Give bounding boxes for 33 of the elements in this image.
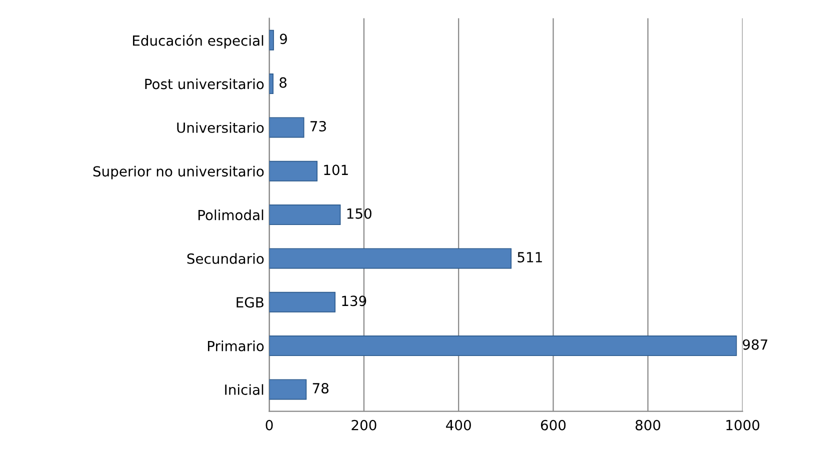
data-label: 987 xyxy=(742,339,768,350)
x-tick-label: 0 xyxy=(266,420,273,430)
bar xyxy=(269,160,318,182)
x-tick-label: 400 xyxy=(446,420,471,430)
y-tick-label: Inicial xyxy=(225,384,264,395)
y-tick-label: Superior no universitario xyxy=(93,166,264,180)
bar xyxy=(269,379,307,400)
y-tick-label: Post universitario xyxy=(145,78,264,90)
data-label: 8 xyxy=(280,77,287,88)
bar xyxy=(269,292,336,312)
bar xyxy=(269,336,737,356)
data-label: 73 xyxy=(310,120,326,132)
data-label: 101 xyxy=(324,164,348,176)
y-tick-label: EGB xyxy=(236,297,264,308)
x-tick-label: 1000 xyxy=(726,420,760,430)
y-tick-label: Primario xyxy=(208,340,264,352)
bar xyxy=(269,204,341,226)
x-tick-label: 200 xyxy=(352,420,376,430)
y-tick-label: Polimodal xyxy=(198,210,264,220)
data-label: 139 xyxy=(342,296,366,306)
bar xyxy=(269,248,512,269)
x-tick-label: 800 xyxy=(636,420,660,430)
bar xyxy=(269,117,304,138)
data-label: 78 xyxy=(312,382,328,394)
data-label: 511 xyxy=(518,252,542,262)
x-tick-label: 600 xyxy=(540,420,566,430)
y-tick-label: Educación especial xyxy=(133,34,264,49)
data-label: 150 xyxy=(347,208,372,219)
y-tick-label: Universitario xyxy=(177,122,264,133)
data-label: 9 xyxy=(280,34,287,44)
bar xyxy=(269,30,274,50)
y-tick-label: Secundario xyxy=(187,253,264,264)
bar xyxy=(269,74,274,94)
